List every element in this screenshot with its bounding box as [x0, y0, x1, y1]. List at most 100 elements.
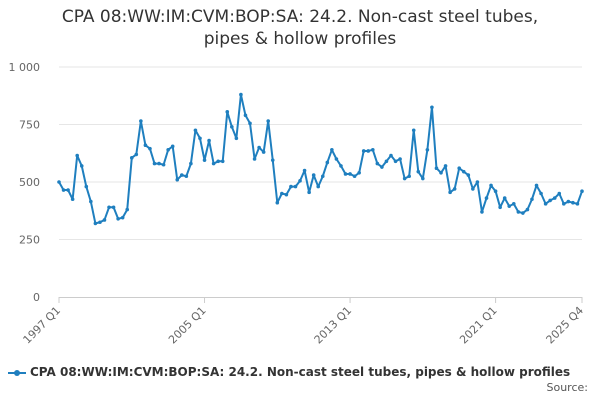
series-layer [57, 92, 584, 226]
data-point-0-106 [539, 191, 543, 196]
data-point-0-13 [116, 217, 120, 221]
data-point-0-31 [198, 136, 202, 141]
data-point-0-43 [252, 157, 257, 161]
data-point-0-26 [175, 177, 180, 182]
data-point-0-108 [548, 198, 552, 203]
x-tick-label-0: 1997 Q1 [21, 304, 64, 347]
data-point-0-65 [352, 174, 357, 179]
data-point-0-76 [402, 176, 407, 181]
data-point-0-46 [266, 119, 271, 123]
data-point-0-41 [243, 113, 248, 118]
data-point-0-75 [398, 157, 402, 161]
data-point-0-50 [284, 192, 289, 197]
data-point-0-63 [343, 172, 348, 176]
data-point-0-36 [220, 159, 225, 164]
data-point-0-55 [307, 190, 311, 195]
data-point-0-23 [161, 162, 166, 167]
y-tick-label-1: 250 [19, 234, 40, 247]
data-point-0-61 [334, 157, 339, 161]
data-point-0-62 [339, 164, 343, 168]
data-point-0-80 [421, 176, 425, 181]
data-point-0-7 [89, 199, 93, 204]
data-point-0-81 [425, 148, 430, 152]
data-point-0-3 [70, 197, 75, 202]
y-tick-label-4: 1 000 [9, 61, 41, 74]
data-point-0-42 [248, 121, 252, 126]
data-point-0-35 [216, 159, 220, 164]
x-tick-label-1: 2005 Q1 [166, 304, 209, 347]
data-point-0-19 [143, 143, 148, 147]
data-point-0-45 [261, 150, 266, 154]
data-point-0-18 [139, 119, 143, 123]
data-point-0-28 [184, 174, 189, 179]
data-point-0-111 [562, 202, 566, 206]
data-point-0-9 [98, 220, 102, 225]
data-point-0-101 [516, 210, 521, 214]
data-point-0-39 [234, 136, 239, 141]
legend[interactable]: CPA 08:WW:IM:CVM:BOP:SA: 24.2. Non-cast … [8, 365, 598, 379]
data-point-0-14 [120, 215, 125, 220]
y-axis-tick-labels: 0 250 500 750 1 000 [9, 61, 41, 304]
data-point-0-90 [466, 173, 471, 177]
data-point-0-53 [298, 179, 302, 183]
data-point-0-115 [580, 189, 584, 193]
data-point-0-6 [84, 184, 89, 189]
y-tick-label-3: 750 [19, 119, 40, 132]
data-point-0-32 [202, 158, 207, 162]
data-point-0-72 [384, 159, 389, 164]
data-point-0-114 [575, 202, 580, 206]
data-point-0-40 [239, 92, 243, 97]
data-point-0-87 [452, 187, 457, 191]
data-point-0-24 [166, 148, 170, 152]
data-point-0-29 [189, 161, 193, 166]
x-tick-label-4: 2025 Q4 [544, 304, 587, 347]
data-point-0-98 [502, 196, 507, 200]
data-point-0-22 [157, 161, 161, 166]
data-point-0-103 [525, 207, 530, 212]
data-point-0-60 [330, 148, 334, 152]
data-point-0-79 [416, 169, 421, 174]
gridlines [59, 66, 582, 240]
data-point-0-77 [407, 174, 411, 179]
data-point-0-20 [148, 146, 152, 151]
data-point-0-68 [366, 149, 371, 153]
data-point-0-1 [61, 188, 66, 192]
data-point-0-49 [280, 191, 284, 196]
x-tick-label-2: 2013 Q1 [312, 304, 355, 347]
data-point-0-5 [79, 164, 84, 168]
data-point-0-85 [443, 164, 448, 168]
data-point-0-94 [484, 196, 489, 200]
data-point-0-64 [348, 172, 352, 176]
legend-label: CPA 08:WW:IM:CVM:BOP:SA: 24.2. Non-cast … [30, 365, 571, 379]
x-tick-label-3: 2021 Q1 [457, 304, 500, 347]
data-point-0-37 [225, 110, 230, 114]
data-point-0-112 [566, 199, 571, 204]
data-point-0-47 [270, 158, 275, 162]
data-point-0-48 [275, 200, 280, 205]
y-tick-label-0: 0 [33, 291, 40, 304]
data-point-0-30 [193, 128, 198, 133]
data-point-0-8 [93, 221, 98, 226]
data-point-0-58 [320, 174, 325, 179]
data-point-0-73 [389, 153, 393, 158]
data-point-0-107 [543, 202, 548, 206]
data-point-0-86 [448, 190, 452, 195]
data-point-0-78 [411, 128, 416, 133]
data-point-0-27 [179, 173, 184, 177]
data-point-0-17 [134, 152, 139, 157]
data-point-0-69 [371, 148, 375, 152]
data-point-0-59 [325, 160, 330, 165]
data-point-0-66 [357, 171, 361, 175]
x-axis-tick-labels: 1997 Q1 2005 Q1 2013 Q1 2021 Q1 2025 Q4 [21, 304, 587, 347]
data-point-0-109 [552, 196, 557, 200]
data-point-0-99 [507, 204, 512, 208]
data-point-0-95 [489, 183, 493, 188]
data-point-0-4 [75, 153, 79, 158]
data-point-0-67 [361, 149, 366, 153]
data-point-0-15 [125, 207, 130, 212]
data-point-0-56 [311, 173, 316, 177]
series-line-0 [58, 93, 583, 225]
chart-title: CPA 08:WW:IM:CVM:BOP:SA: 24.2. Non-cast … [0, 6, 600, 50]
data-point-0-10 [102, 218, 107, 222]
